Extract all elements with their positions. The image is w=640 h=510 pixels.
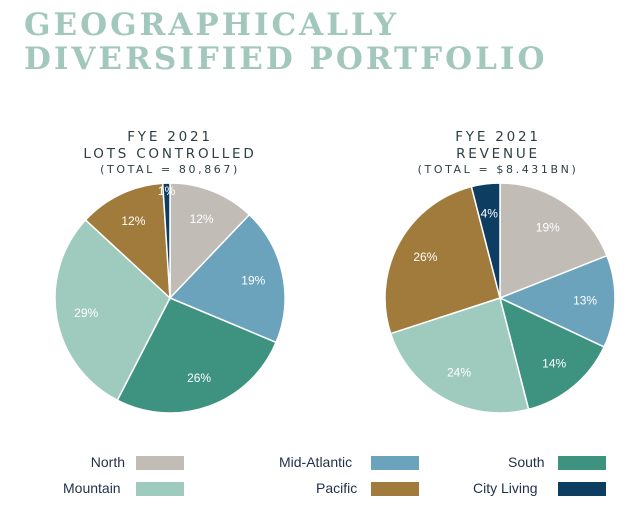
pie-slice-city-living <box>161 182 171 299</box>
revenue-chart-header: FYE 2021 REVENUE (TOTAL = $8.431BN) <box>378 129 618 176</box>
page-title: GEOGRAPHICALLY DIVERSIFIED PORTFOLIO <box>24 8 547 76</box>
legend-label-pacific: Pacific <box>316 480 358 496</box>
pie-label-south: 14% <box>542 357 566 371</box>
pie-label-mountain: 24% <box>447 366 471 380</box>
pie-label-mountain: 29% <box>74 306 98 320</box>
revenue-chart-subtitle: REVENUE <box>456 146 540 162</box>
legend-label-mid-atlantic: Mid-Atlantic <box>279 454 353 470</box>
pie-slice-north <box>169 182 251 300</box>
legend-swatch-pacific <box>371 482 419 496</box>
legend-label-city-living: City Living <box>473 480 538 496</box>
pie-label-north: 12% <box>190 212 214 226</box>
lots-chart-header: FYE 2021 LOTS CONTROLLED (TOTAL = 80,867… <box>50 129 290 176</box>
legend-swatch-south <box>558 456 606 470</box>
pie-label-pacific: 12% <box>121 214 145 228</box>
lots-chart-subtitle: LOTS CONTROLLED <box>83 146 257 162</box>
legend-label-mountain: Mountain <box>63 480 121 496</box>
legend-swatch-mid-atlantic <box>371 456 419 470</box>
page-title-line-1: GEOGRAPHICALLY <box>24 7 399 43</box>
lots-controlled-pie-chart: 12% 19% 26% 29% 12% 1% <box>54 182 286 414</box>
pie-label-south: 26% <box>187 371 211 385</box>
pie-slice-mountain <box>389 297 530 414</box>
pie-slice-mountain <box>54 218 171 402</box>
pie-slice-south <box>498 296 606 411</box>
pie-slice-north <box>499 182 608 300</box>
pie-slice-pacific <box>84 182 171 300</box>
lots-chart-total: (TOTAL = 80,867) <box>100 163 240 176</box>
pie-label-mid-atlantic: 13% <box>573 294 597 308</box>
lots-chart-title: FYE 2021 <box>127 129 213 145</box>
page-title-line-2: DIVERSIFIED PORTFOLIO <box>24 41 548 77</box>
pie-slice-south <box>116 297 278 414</box>
pie-label-mid-atlantic: 19% <box>241 274 265 288</box>
pie-slice-mid-atlantic <box>498 254 616 348</box>
legend-label-north: North <box>90 454 125 470</box>
pie-slice-pacific <box>384 185 501 335</box>
legend-swatch-north <box>136 456 184 470</box>
pie-label-north: 19% <box>536 221 560 235</box>
revenue-chart-title: FYE 2021 <box>455 129 541 145</box>
legend-label-south: South <box>508 454 545 470</box>
pie-label-pacific: 26% <box>413 250 437 264</box>
pie-label-city-living: 4% <box>481 207 499 221</box>
legend-swatch-city-living <box>558 482 606 496</box>
pie-slice-mid-atlantic <box>168 213 286 344</box>
revenue-pie-chart: 19% 13% 14% 24% 26% 4% <box>384 182 616 414</box>
pie-slice-city-living <box>470 182 501 299</box>
pie-label-city-living: 1% <box>158 184 176 198</box>
legend-swatch-mountain <box>136 482 184 496</box>
revenue-chart-total: (TOTAL = $8.431BN) <box>417 163 579 176</box>
